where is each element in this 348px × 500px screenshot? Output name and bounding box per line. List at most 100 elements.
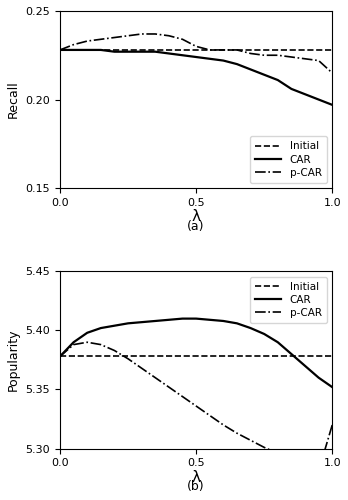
CAR	[289, 351, 293, 357]
CAR	[167, 317, 171, 323]
CAR	[58, 47, 62, 53]
Initial	[276, 47, 280, 53]
CAR	[99, 47, 103, 53]
Initial	[330, 354, 334, 360]
CAR	[180, 316, 184, 322]
p-CAR	[276, 52, 280, 58]
Initial	[112, 47, 117, 53]
CAR	[85, 330, 89, 336]
CAR	[221, 318, 226, 324]
Initial	[71, 47, 76, 53]
p-CAR	[221, 422, 226, 428]
Initial	[208, 47, 212, 53]
CAR	[330, 102, 334, 108]
CAR	[153, 318, 157, 324]
p-CAR	[126, 33, 130, 39]
CAR	[112, 48, 117, 54]
Initial	[248, 47, 253, 53]
Y-axis label: Recall: Recall	[7, 80, 20, 118]
p-CAR	[208, 47, 212, 53]
CAR	[126, 320, 130, 326]
p-CAR	[221, 47, 226, 53]
Initial	[153, 354, 157, 360]
p-CAR	[262, 52, 266, 58]
Initial	[208, 354, 212, 360]
CAR	[289, 86, 293, 92]
p-CAR	[248, 438, 253, 444]
Initial	[317, 47, 321, 53]
Legend: Initial, CAR, p-CAR: Initial, CAR, p-CAR	[250, 136, 327, 183]
p-CAR	[194, 44, 198, 50]
Line: p-CAR: p-CAR	[60, 34, 332, 73]
Y-axis label: Popularity: Popularity	[7, 328, 20, 391]
Legend: Initial, CAR, p-CAR: Initial, CAR, p-CAR	[250, 276, 327, 323]
CAR	[194, 316, 198, 322]
p-CAR	[153, 31, 157, 37]
Initial	[194, 47, 198, 53]
Initial	[235, 47, 239, 53]
Initial	[248, 354, 253, 360]
Line: p-CAR: p-CAR	[60, 342, 332, 471]
CAR	[180, 52, 184, 58]
Text: (b): (b)	[187, 480, 205, 494]
CAR	[112, 322, 117, 328]
p-CAR	[85, 38, 89, 44]
CAR	[194, 54, 198, 60]
CAR	[276, 339, 280, 345]
p-CAR	[330, 422, 334, 428]
p-CAR	[112, 34, 117, 40]
Initial	[330, 47, 334, 53]
CAR	[58, 354, 62, 360]
CAR	[317, 96, 321, 102]
Initial	[167, 354, 171, 360]
Initial	[85, 47, 89, 53]
Line: CAR: CAR	[60, 318, 332, 387]
p-CAR	[99, 342, 103, 347]
p-CAR	[140, 365, 144, 371]
p-CAR	[85, 339, 89, 345]
p-CAR	[140, 31, 144, 37]
CAR	[99, 325, 103, 331]
CAR	[330, 384, 334, 390]
Initial	[71, 354, 76, 360]
Initial	[85, 354, 89, 360]
p-CAR	[71, 42, 76, 48]
p-CAR	[126, 356, 130, 362]
CAR	[303, 363, 307, 369]
p-CAR	[180, 394, 184, 400]
Initial	[140, 47, 144, 53]
X-axis label: λ: λ	[192, 209, 200, 224]
CAR	[140, 319, 144, 325]
p-CAR	[112, 348, 117, 354]
Initial	[58, 47, 62, 53]
Initial	[289, 47, 293, 53]
p-CAR	[317, 468, 321, 474]
p-CAR	[235, 47, 239, 53]
p-CAR	[58, 47, 62, 53]
X-axis label: λ: λ	[192, 470, 200, 484]
Line: CAR: CAR	[60, 50, 332, 105]
p-CAR	[71, 342, 76, 347]
Initial	[180, 47, 184, 53]
p-CAR	[317, 58, 321, 64]
Initial	[167, 47, 171, 53]
p-CAR	[167, 33, 171, 39]
p-CAR	[208, 412, 212, 418]
CAR	[140, 48, 144, 54]
Initial	[126, 47, 130, 53]
CAR	[317, 374, 321, 380]
CAR	[126, 48, 130, 54]
Initial	[153, 47, 157, 53]
CAR	[167, 50, 171, 56]
CAR	[85, 47, 89, 53]
CAR	[276, 77, 280, 83]
p-CAR	[99, 36, 103, 43]
Initial	[112, 354, 117, 360]
CAR	[248, 66, 253, 72]
Initial	[289, 354, 293, 360]
p-CAR	[276, 450, 280, 456]
Initial	[194, 354, 198, 360]
CAR	[208, 56, 212, 62]
Initial	[99, 354, 103, 360]
CAR	[235, 320, 239, 326]
